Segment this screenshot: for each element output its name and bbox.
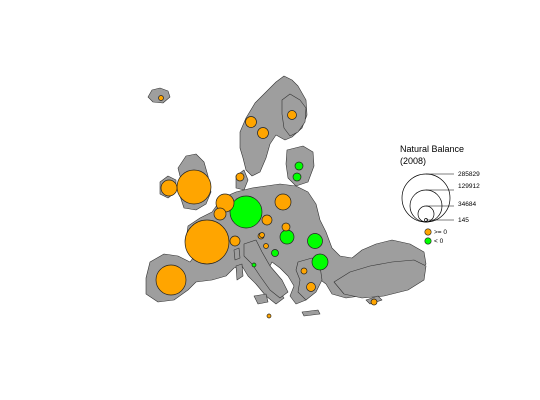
bubble-macedonia	[300, 267, 308, 275]
bubble-poland	[274, 193, 292, 211]
legend-size-4: 145	[458, 217, 469, 224]
crete-shape	[301, 309, 321, 317]
bubble-belgium	[213, 207, 227, 221]
sicily-shape	[253, 293, 269, 305]
bubble-croatia	[271, 249, 279, 257]
bubble-denmark	[235, 172, 245, 182]
legend-title-line1: Natural Balance	[400, 144, 464, 154]
legend-size-3: 34684	[458, 201, 476, 208]
bubble-france	[184, 219, 230, 265]
iceland-shape	[147, 87, 171, 104]
bubble-czechia	[261, 214, 273, 226]
sardinia-shape	[235, 263, 244, 281]
bubble-iceland	[158, 95, 164, 101]
bubble-layer	[155, 95, 378, 319]
legend-ring-1	[401, 173, 451, 223]
italy-shape	[243, 239, 289, 299]
bubble-slovakia	[281, 222, 291, 232]
bubble-germany	[229, 195, 263, 229]
bubble-finland	[287, 110, 297, 120]
bubble-bulgaria	[311, 253, 329, 271]
bubble-ireland	[160, 179, 178, 197]
bubble-norway	[245, 116, 257, 128]
legend-size-1: 285829	[458, 171, 480, 178]
bubble-romania	[307, 233, 323, 249]
legend-ring-3	[417, 205, 435, 223]
turkey-shape	[333, 259, 427, 299]
legend-negative-swatch	[424, 237, 432, 245]
corsica-shape	[233, 247, 241, 261]
legend-negative-label: < 0	[434, 238, 444, 245]
bubble-slovenia	[263, 243, 269, 249]
bubble-sweden	[257, 127, 269, 139]
bubble-greece	[306, 282, 316, 292]
bubble-malta	[266, 313, 272, 319]
legend: Natural Balance (2008) 285829 129912 346…	[400, 144, 480, 245]
bubble-bosnia	[259, 232, 265, 238]
legend-positive-label: >= 0	[434, 229, 447, 236]
bubble-switzerland	[229, 235, 241, 247]
bubble-italy	[251, 262, 257, 268]
legend-size-2: 129912	[458, 183, 480, 190]
bubble-spain	[155, 264, 187, 296]
bubble-estonia	[294, 161, 304, 171]
bubble-latvia	[292, 172, 302, 182]
legend-positive-swatch	[424, 228, 432, 236]
legend-title-line2: (2008)	[400, 156, 426, 166]
bubble-uk	[176, 169, 212, 205]
bubble-hungary	[279, 229, 295, 245]
bubble-cyprus	[370, 298, 378, 306]
